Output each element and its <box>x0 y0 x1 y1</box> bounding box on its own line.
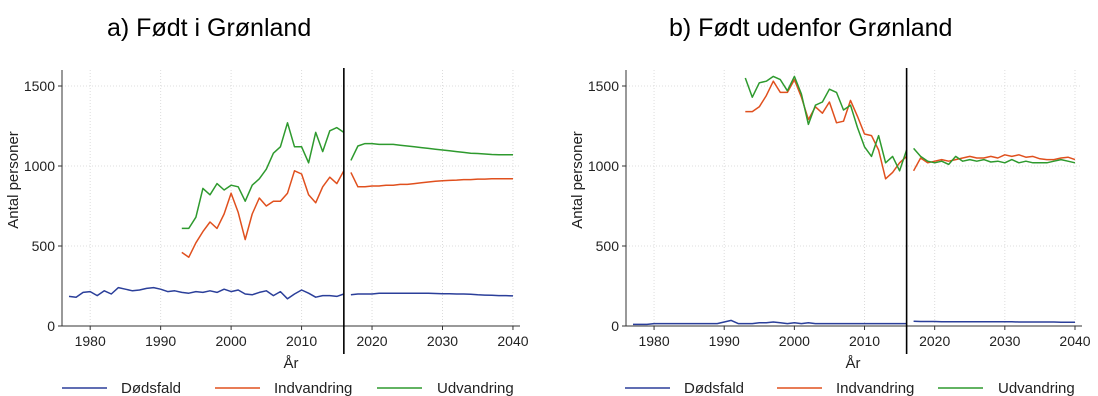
panel-a-series-udvandring-segment-2 <box>350 142 513 161</box>
panel-a-x-tick-label-2010: 2010 <box>286 333 317 349</box>
panel-a-x-tick-label-1990: 1990 <box>145 333 176 349</box>
panel-b-legend: Dødsfald Indvandring Udvandring <box>625 380 1075 396</box>
panel-a-series-dodsfald-segment-2 <box>350 292 514 297</box>
panel-b-x-tick-label-2010: 2010 <box>849 333 880 349</box>
panel-a-legend-label-indvandring: Indvandring <box>274 380 352 396</box>
panel-a-x-axis-label: År <box>284 355 299 372</box>
panel-b-y-tick-label-1500: 1500 <box>588 78 619 94</box>
panel-b-x-tick-label-2000: 2000 <box>779 333 810 349</box>
panel-b-legend-label-udvandring: Udvandring <box>998 380 1075 396</box>
panel-a-legend-label-udvandring: Udvandring <box>437 380 514 396</box>
panel-b-series-dodsfald-segment-1 <box>633 319 907 326</box>
panel-b-y-tick-label-500: 500 <box>596 238 620 254</box>
panel-b-series <box>633 68 1076 354</box>
panel-b-y-axis-label: Antal personer <box>569 131 586 229</box>
panel-b-x-tick-label-2020: 2020 <box>919 333 950 349</box>
panel-b-axes: 0 500 1000 1500 1980 1990 2000 2010 2020 2030 2040 <box>588 70 1091 349</box>
panel-a-x-tick-label-1980: 1980 <box>75 333 106 349</box>
panel-b-y-tick-label-1000: 1000 <box>588 158 619 174</box>
panel-b-x-axis-label: År <box>846 355 861 372</box>
panel-a-series-indvandring-segment-1 <box>181 170 345 258</box>
panel-a-y-tick-label-0: 0 <box>47 318 55 334</box>
panel-a-x-tick-label-2030: 2030 <box>427 333 458 349</box>
panel-a-y-tick-label-1500: 1500 <box>24 78 55 94</box>
panel-a-axes: 0 500 1000 1500 1980 1990 2000 2010 2020 2030 2040 <box>24 70 529 349</box>
panel-a-series-udvandring-segment-1 <box>181 122 345 230</box>
panel-b-y-tick-label-0: 0 <box>611 318 619 334</box>
panel-b-legend-label-dodsfald: Dødsfald <box>684 380 744 396</box>
panel-b-x-tick-label-1980: 1980 <box>638 333 669 349</box>
panel-a: a) Født i Grønland 0 500 1000 1500 1980 1990 2… <box>5 14 529 396</box>
panel-a-y-tick-label-1000: 1000 <box>24 158 55 174</box>
panel-b-x-tick-label-2030: 2030 <box>989 333 1020 349</box>
panel-b-title: b) Født udenfor Grønland <box>669 14 952 42</box>
panel-b-series-dodsfald-segment-2 <box>913 320 1075 323</box>
panel-b-series-indvandring-segment-2 <box>912 154 1076 172</box>
panel-b: b) Født udenfor Grønland 0 500 1000 1500 198… <box>569 14 1091 396</box>
panel-b-legend-label-indvandring: Indvandring <box>836 380 914 396</box>
panel-b-series-udvandring-segment-2 <box>913 147 1076 166</box>
panel-a-series-dodsfald-segment-1 <box>68 286 345 300</box>
panel-a-legend-label-dodsfald: Dødsfald <box>121 380 181 396</box>
panel-a-title: a) Født i Grønland <box>107 14 311 42</box>
panel-a-series <box>68 68 514 354</box>
panel-b-x-tick-label-1990: 1990 <box>709 333 740 349</box>
panel-b-series-indvandring-segment-1 <box>745 78 908 180</box>
panel-b-x-tick-label-2040: 2040 <box>1059 333 1090 349</box>
panel-a-y-tick-label-500: 500 <box>32 238 56 254</box>
panel-a-series-indvandring-segment-2 <box>350 172 513 188</box>
panel-a-x-tick-label-2000: 2000 <box>216 333 247 349</box>
panel-a-y-axis-label: Antal personer <box>5 131 22 229</box>
panel-a-x-tick-label-2020: 2020 <box>356 333 387 349</box>
panel-b-series-udvandring-segment-1 <box>744 75 908 172</box>
panel-a-x-tick-label-2040: 2040 <box>497 333 528 349</box>
panel-a-legend: Dødsfald Indvandring Udvandring <box>62 380 514 396</box>
